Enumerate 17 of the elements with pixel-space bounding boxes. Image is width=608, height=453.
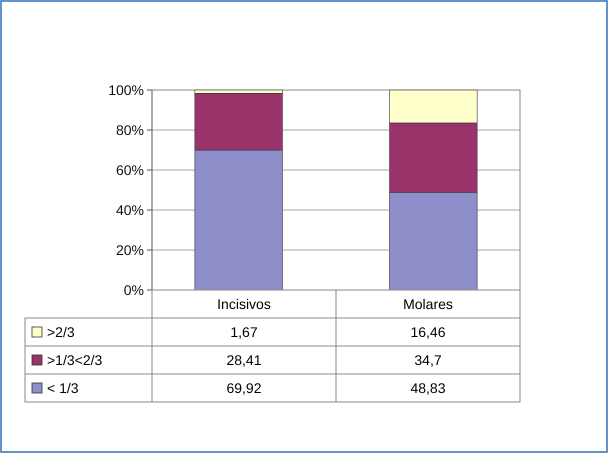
y-tick-label: 100% [108, 82, 144, 98]
y-tick-label: 0% [124, 282, 144, 298]
x-tick-label: Molares [403, 296, 453, 312]
y-tick-label: 60% [116, 162, 144, 178]
legend-label: < 1/3 [47, 380, 79, 396]
data-label: 48,83 [410, 380, 446, 396]
data-label: 1,67 [230, 324, 258, 340]
data-label: 16,46 [410, 324, 446, 340]
y-tick-label: 40% [116, 202, 144, 218]
x-tick-label: Incisivos [217, 296, 271, 312]
y-tick-label: 80% [116, 122, 144, 138]
y-tick-label: 20% [116, 242, 144, 258]
data-label: 34,7 [414, 352, 442, 368]
data-label: 28,41 [226, 352, 262, 368]
legend-label: >2/3 [47, 324, 75, 340]
data-label: 69,92 [226, 380, 262, 396]
legend-label: >1/3<2/3 [47, 352, 102, 368]
